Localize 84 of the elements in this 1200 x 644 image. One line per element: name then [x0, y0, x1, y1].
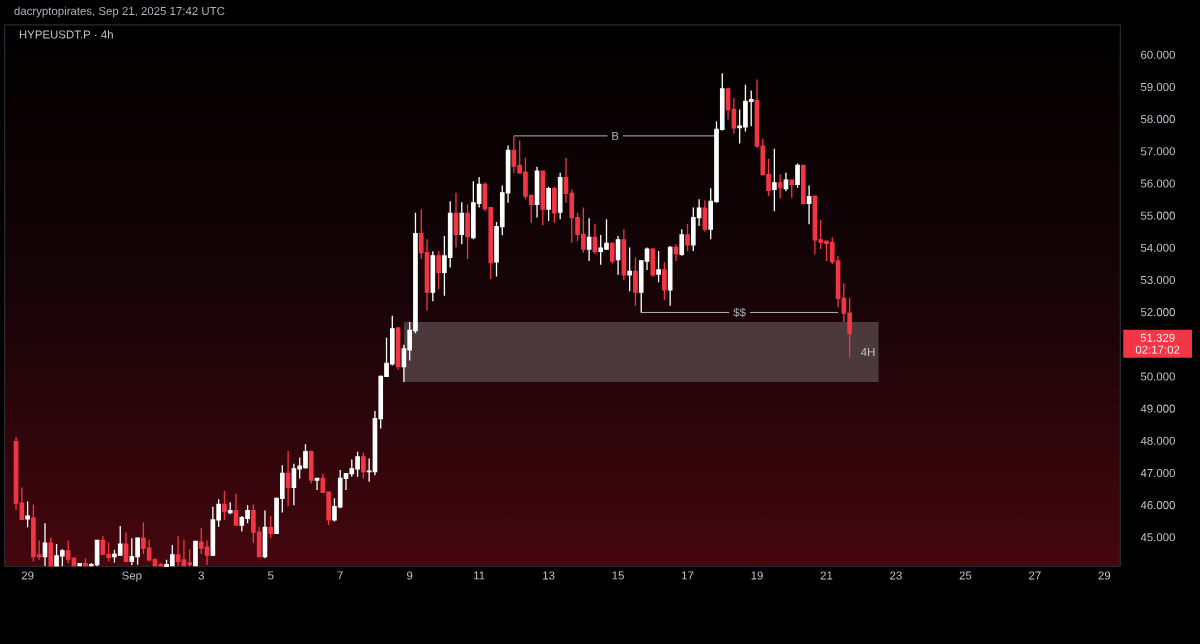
candlestick — [783, 172, 789, 192]
candlestick — [615, 235, 621, 276]
x-tick-label: 9 — [407, 571, 413, 580]
annotation: 4H — [860, 348, 875, 356]
y-tick-label: 46.000 — [1140, 501, 1175, 510]
candlestick — [77, 562, 83, 567]
y-tick-label: 58.000 — [1140, 115, 1175, 124]
candlestick — [685, 223, 690, 252]
candlestick — [679, 228, 685, 257]
candlestick — [627, 246, 632, 292]
candlestick — [308, 449, 314, 485]
candlestick — [268, 515, 274, 539]
candlestick — [175, 535, 181, 567]
x-tick-label: 11 — [474, 571, 485, 580]
candlestick — [789, 178, 795, 199]
x-tick-label: Sep — [122, 571, 142, 582]
candlestick — [540, 169, 546, 226]
candlestick — [262, 509, 268, 559]
candlestick — [42, 522, 48, 567]
x-tick-label: 13 — [543, 571, 555, 580]
candlestick — [193, 540, 198, 567]
y-tick-label: 52.000 — [1140, 308, 1175, 317]
candlestick — [366, 457, 372, 483]
x-tick-label: 17 — [682, 571, 694, 580]
candlestick — [650, 247, 656, 278]
candlestick — [285, 450, 291, 507]
candlestick — [465, 203, 470, 260]
candlestick — [633, 256, 638, 307]
candlestick — [227, 501, 233, 515]
y-tick-label: 53.000 — [1140, 275, 1175, 285]
series-label: $$ — [733, 307, 746, 318]
text: 51.329 — [1140, 333, 1175, 342]
series-label: B — [612, 131, 619, 140]
y-tick-label: 47.000 — [1140, 468, 1175, 477]
x-tick-label: 27 — [1029, 571, 1041, 580]
y-tick-label: 50.000 — [1140, 372, 1175, 381]
x-tick-label: 19 — [751, 571, 763, 580]
candlestick — [552, 186, 557, 224]
candlestick — [656, 250, 661, 283]
y-tick-label: 49.000 — [1140, 404, 1175, 413]
y-tick-label: 45.000 — [1140, 533, 1175, 542]
candlestick — [314, 477, 320, 491]
candlestick — [48, 536, 54, 567]
candlestick — [233, 492, 239, 527]
candlestick — [436, 250, 441, 290]
candlestick — [586, 217, 592, 262]
candlestick — [546, 186, 551, 222]
candlestick — [123, 531, 129, 563]
candlestick — [83, 557, 88, 567]
y-tick-label: 54.000 — [1140, 243, 1175, 252]
x-tick-label: 7 — [337, 571, 343, 580]
candlestick — [65, 539, 71, 564]
candlestick — [662, 261, 667, 301]
y-tick-label: 60.000 — [1141, 50, 1175, 59]
candlestick — [361, 452, 366, 480]
candlestick — [795, 162, 800, 189]
text: 02:17:02 — [1135, 345, 1180, 354]
candlestick — [453, 192, 459, 249]
x-tick-label: 5 — [268, 571, 274, 580]
candlestick — [777, 173, 783, 200]
y-tick-label: 56.000 — [1140, 179, 1175, 188]
candlestick — [772, 148, 777, 212]
candlestick — [222, 490, 227, 521]
chart-title: HYPEUSDT.P · 4h — [19, 30, 113, 39]
text: dacryptopirates, Sep 21, 2025 17:42 UTC — [14, 6, 225, 18]
candlestick — [806, 184, 812, 225]
candlestick — [673, 243, 679, 262]
candlestick — [800, 164, 806, 206]
x-tick-label: 29 — [1098, 571, 1111, 580]
y-tick-label: 48.000 — [1140, 436, 1175, 445]
x-tick-label: 23 — [890, 571, 902, 580]
candlestick — [557, 172, 563, 220]
x-tick-label: 3 — [198, 571, 204, 580]
x-tick-label: 25 — [959, 571, 972, 580]
candlestick — [592, 223, 598, 255]
x-tick-label: 21 — [820, 571, 833, 580]
candlestick — [459, 201, 465, 245]
x-tick-label: 29 — [21, 571, 34, 580]
y-tick-label: 59.000 — [1140, 82, 1175, 92]
y-tick-label: 57.000 — [1140, 147, 1175, 156]
x-tick-label: 15 — [612, 571, 624, 580]
y-tick-label: 55.000 — [1140, 211, 1175, 220]
candlestick — [25, 500, 30, 528]
candlestick — [609, 241, 615, 265]
